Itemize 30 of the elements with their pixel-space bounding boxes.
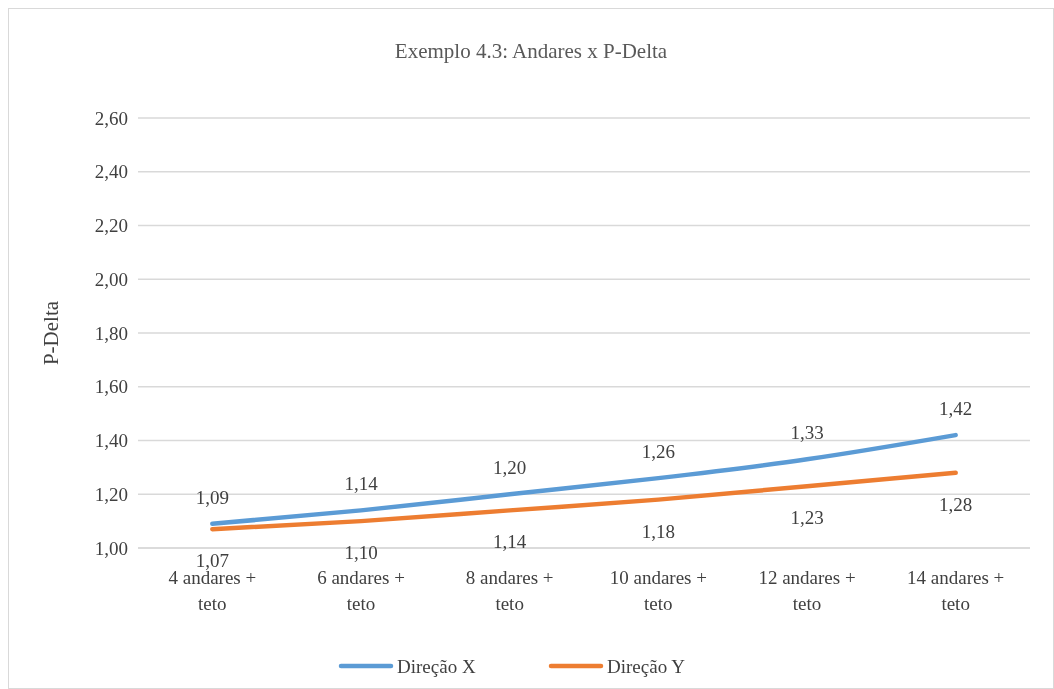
data-label: 1,10 [344, 542, 378, 564]
data-label: 1,20 [493, 457, 527, 479]
data-label: 1,14 [493, 531, 527, 553]
y-tick-label: 1,00 [94, 537, 128, 559]
data-label: 1,14 [344, 473, 379, 495]
x-tick-label: 14 andares + teto [907, 567, 1005, 614]
y-tick-label: 1,40 [94, 430, 128, 452]
y-tick-label: 2,20 [94, 215, 128, 237]
data-label: 1,26 [641, 441, 675, 463]
y-axis-title: P-Delta [39, 300, 63, 366]
data-label: 1,07 [195, 550, 229, 572]
legend-label: Direção X [397, 655, 476, 677]
y-tick-label: 2,40 [94, 161, 128, 183]
x-tick-label: 6 andares + teto [317, 567, 405, 614]
x-tick-label: 12 andares + teto [758, 567, 856, 614]
chart-title: Exemplo 4.3: Andares x P-Delta [394, 39, 668, 63]
data-label: 1,18 [641, 520, 675, 542]
x-tick-label: 10 andares + teto [609, 567, 707, 614]
y-tick-label: 1,80 [94, 322, 128, 344]
data-label: 1,28 [939, 493, 973, 515]
x-tick-label: 8 andares + teto [465, 567, 554, 614]
y-tick-label: 1,20 [94, 483, 128, 505]
data-label: 1,09 [195, 486, 229, 508]
y-tick-label: 1,60 [94, 376, 128, 398]
y-tick-label: 2,00 [94, 268, 128, 290]
y-tick-label: 2,60 [94, 107, 128, 129]
data-label: 1,23 [790, 507, 824, 529]
data-label: 1,42 [939, 398, 973, 420]
data-label: 1,33 [790, 422, 824, 444]
legend-label: Direção Y [607, 655, 686, 677]
